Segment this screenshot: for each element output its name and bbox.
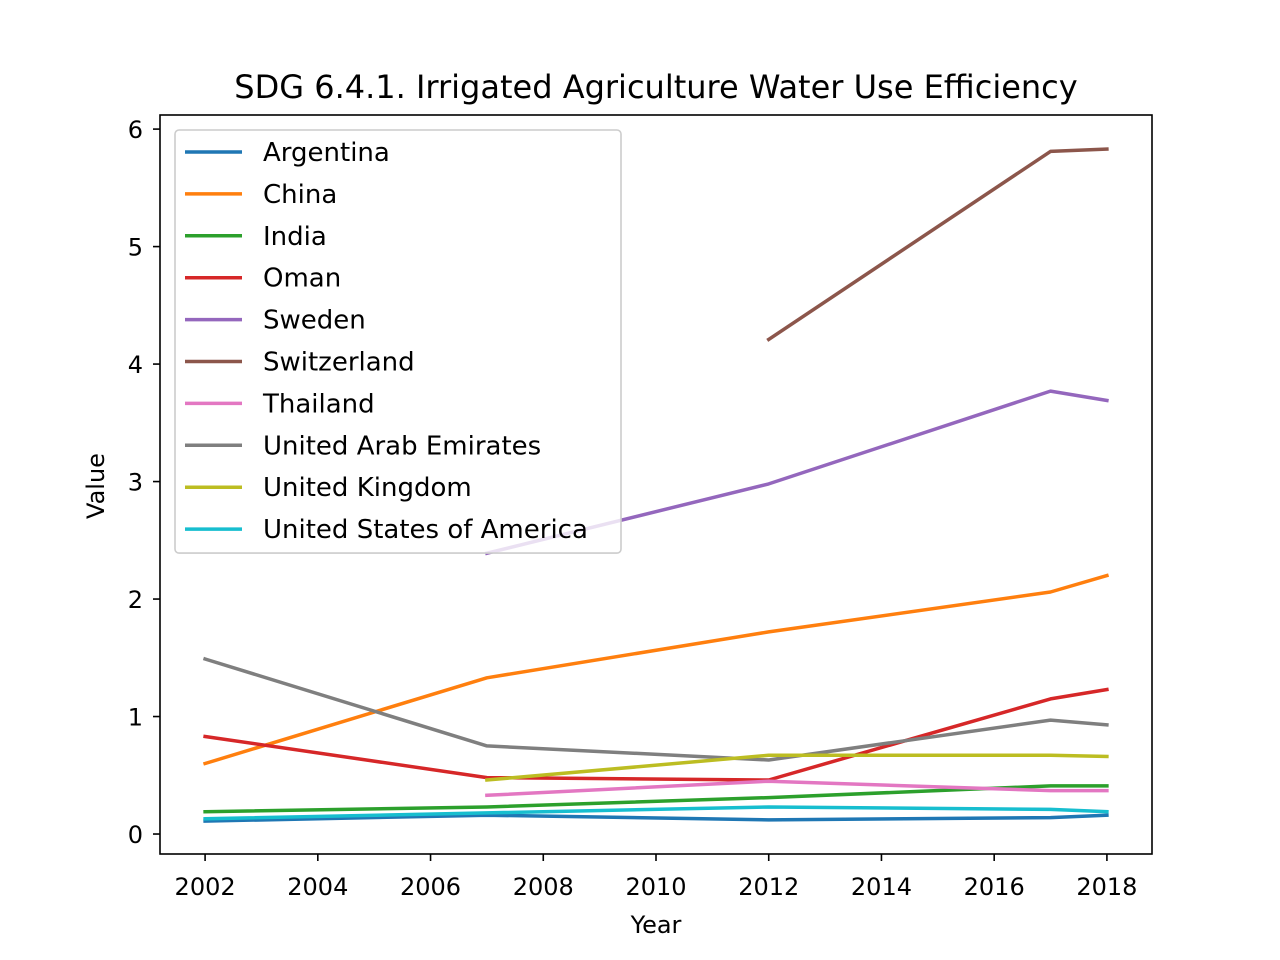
x-tick-label: 2006 — [400, 873, 461, 901]
y-tick-label: 5 — [128, 234, 143, 262]
x-axis: 2002 2004 2006 2008 2010 2012 2014 2016 2018 — [175, 854, 1137, 901]
legend-entry-label: Oman — [263, 264, 341, 294]
x-tick-label: 2008 — [513, 873, 574, 901]
legend-entry-label: India — [263, 222, 327, 252]
y-tick-label: 2 — [128, 586, 143, 614]
series-line-china — [202, 573, 1110, 766]
series-line-united-states-of-america — [203, 805, 1109, 821]
y-axis-label: Value — [82, 453, 110, 519]
series-line-united-kingdom — [485, 753, 1109, 782]
series-line-thailand — [485, 779, 1109, 798]
series-line-switzerland — [766, 147, 1109, 342]
y-axis: 0 1 2 3 4 5 6 — [128, 116, 160, 849]
legend-entry-label: Switzerland — [263, 348, 415, 378]
x-axis-label: Year — [630, 911, 682, 939]
y-tick-label: 3 — [128, 469, 143, 497]
x-tick-label: 2016 — [964, 873, 1025, 901]
y-tick-label: 1 — [128, 704, 143, 732]
y-tick-label: 4 — [128, 351, 143, 379]
chart-title: SDG 6.4.1. Irrigated Agriculture Water U… — [234, 68, 1077, 106]
x-tick-label: 2018 — [1076, 873, 1137, 901]
legend-box — [174, 129, 622, 554]
x-tick-label: 2014 — [851, 873, 912, 901]
x-tick-label: 2004 — [287, 873, 348, 901]
legend-entry-label: Argentina — [263, 138, 390, 168]
series-line-united-arab-emirates — [202, 656, 1109, 762]
series-line-india — [203, 784, 1109, 814]
x-tick-label: 2010 — [625, 873, 686, 901]
legend-entry-label: United Arab Emirates — [263, 431, 541, 461]
legend-entry-label: China — [263, 180, 337, 210]
y-tick-label: 6 — [128, 116, 143, 144]
legend: Argentina China India Oman Sweden Switzerland… — [174, 129, 622, 554]
legend-entry-label: Sweden — [263, 306, 366, 336]
series-line-argentina — [203, 813, 1109, 823]
x-tick-label: 2002 — [175, 873, 236, 901]
legend-entry-label: United Kingdom — [263, 473, 472, 503]
series-line-sweden — [484, 389, 1109, 556]
legend-entry-label: United States of America — [263, 515, 588, 545]
legend-entry-label: Thailand — [262, 389, 375, 419]
y-tick-label: 0 — [128, 821, 143, 849]
x-tick-label: 2012 — [738, 873, 799, 901]
